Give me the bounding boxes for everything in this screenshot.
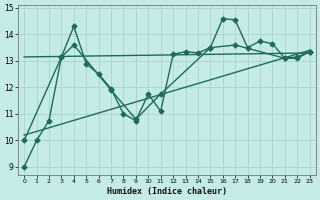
X-axis label: Humidex (Indice chaleur): Humidex (Indice chaleur) (107, 187, 227, 196)
